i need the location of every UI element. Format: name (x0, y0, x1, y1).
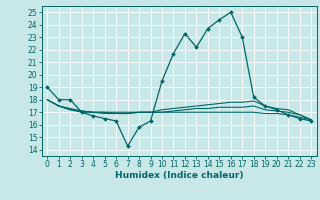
X-axis label: Humidex (Indice chaleur): Humidex (Indice chaleur) (115, 171, 244, 180)
